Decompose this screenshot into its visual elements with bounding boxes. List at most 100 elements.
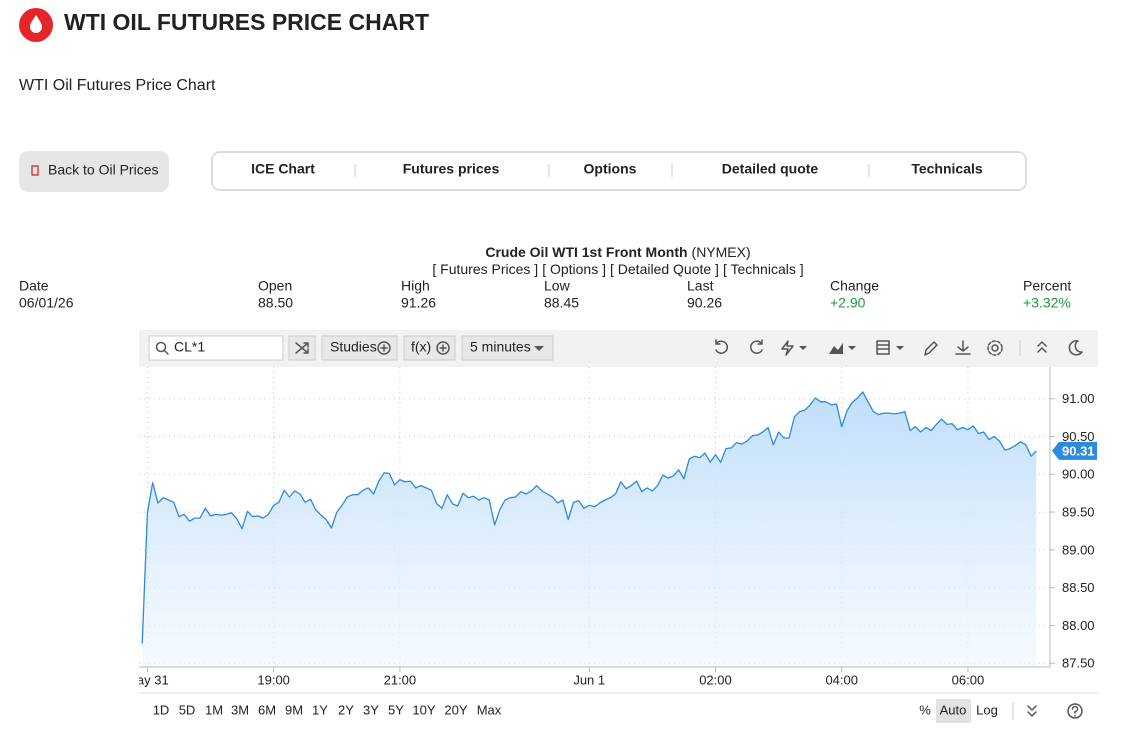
field-label: High — [401, 278, 430, 294]
range-button[interactable]: 1D — [153, 702, 170, 717]
range-button[interactable]: 3Y — [363, 702, 379, 717]
range-buttons: 1D 5D 1M 3M 6M 9M 1Y 2Y 3Y 5Y 10Y 20Y Max — [153, 702, 502, 717]
range-button[interactable]: Max — [477, 702, 502, 717]
add-icon — [380, 344, 388, 352]
field-value: +2.90 — [830, 295, 866, 311]
area-fill — [142, 391, 1037, 667]
caret-icon — [799, 346, 807, 350]
undo-icon[interactable] — [715, 339, 729, 354]
add-icon — [436, 341, 450, 355]
tab[interactable]: Options — [584, 161, 637, 177]
field-label: Last — [687, 278, 714, 294]
range-button[interactable]: 9M — [285, 702, 303, 717]
layout-icon — [876, 344, 890, 350]
help-icon[interactable] — [1067, 703, 1083, 719]
quote-link[interactable]: [ Detailed Quote ] — [610, 261, 719, 277]
axes: 87.50 88.00 88.50 89.00 89.50 90.00 90.50 91.00… — [146, 391, 1097, 672]
draw-icon[interactable] — [924, 341, 938, 356]
symbol-search[interactable] — [148, 335, 284, 361]
page-subtitle: WTI Oil Futures Price Chart — [19, 77, 216, 94]
symbol-text[interactable]: CL*1 — [174, 339, 205, 355]
y-tick-label: 87.50 — [1062, 656, 1095, 671]
exchange: (NYMEX) — [692, 244, 751, 260]
tab-separators — [354, 164, 870, 177]
add-icon — [377, 341, 391, 355]
drop-icon — [30, 15, 42, 33]
x-tick-label: Jun 1 — [573, 672, 605, 687]
expand-icon[interactable] — [1027, 705, 1037, 717]
toolbar-icons[interactable] — [715, 339, 1083, 356]
range-button[interactable]: 5Y — [388, 702, 404, 717]
y-tick-label: 90.00 — [1062, 467, 1095, 482]
quote-link[interactable]: [ Technicals ] — [723, 261, 804, 277]
scale-option-active[interactable]: Auto — [940, 702, 967, 717]
interval-label[interactable]: 5 minutes — [470, 339, 531, 355]
search-icon — [163, 349, 169, 355]
scale-option[interactable]: Log — [976, 702, 998, 717]
range-button[interactable]: 2Y — [338, 702, 354, 717]
tab[interactable]: ICE Chart — [251, 161, 315, 177]
caret-icon — [534, 346, 544, 351]
studies-label[interactable]: Studies — [330, 339, 377, 355]
collapse-icon[interactable] — [1037, 341, 1047, 353]
range-button[interactable]: 20Y — [444, 702, 467, 717]
help-icon — [1071, 705, 1079, 717]
field-label: Open — [258, 278, 292, 294]
instrument-name: Crude Oil WTI 1st Front Month — [485, 244, 687, 260]
x-tick-label: 02:00 — [699, 672, 732, 687]
layout-icon[interactable] — [876, 340, 890, 355]
settings-icon — [987, 340, 1003, 356]
redo-icon[interactable] — [749, 339, 763, 354]
tab[interactable]: Technicals — [911, 161, 983, 177]
range-button[interactable]: 3M — [231, 702, 249, 717]
range-button[interactable]: 6M — [258, 702, 276, 717]
y-tick-label: 89.50 — [1062, 505, 1095, 520]
chart-type-icon[interactable] — [829, 343, 843, 354]
back-button[interactable]: Back to Oil Prices — [19, 151, 169, 192]
scale-options: % Auto Log — [919, 702, 998, 717]
caret-icon — [896, 346, 904, 350]
y-tick-label: 91.00 — [1062, 391, 1095, 406]
theme-icon[interactable] — [1068, 340, 1083, 356]
field-value: 06/01/26 — [19, 295, 74, 311]
y-tick-label: 89.00 — [1062, 542, 1095, 557]
settings-icon[interactable] — [991, 344, 999, 352]
back-button-label[interactable]: Back to Oil Prices — [48, 162, 158, 178]
tab[interactable]: Detailed quote — [722, 161, 819, 177]
range-button[interactable]: 1Y — [312, 702, 328, 717]
caret-icon — [848, 346, 856, 350]
quote-link[interactable]: [ Options ] — [542, 261, 606, 277]
x-tick-label: 21:00 — [384, 672, 417, 687]
x-tick-label: 19:00 — [257, 672, 290, 687]
tab[interactable]: Futures prices — [403, 161, 500, 177]
tab-bar — [211, 151, 1027, 191]
events-icon[interactable] — [781, 340, 794, 356]
price-line — [141, 391, 1037, 644]
quote-links: [ Futures Prices ][ Options ][ Detailed … — [432, 261, 803, 277]
scale-option[interactable]: % — [919, 702, 931, 717]
x-tick-label: 06:00 — [952, 672, 985, 687]
fx-label[interactable]: f(x) — [411, 339, 431, 355]
x-labels: May 31 19:00 21:00 Jun 1 02:00 04:00 06:00 — [126, 672, 985, 687]
field-value: +3.32% — [1023, 295, 1071, 311]
instrument-line: Crude Oil WTI 1st Front Month (NYMEX) — [485, 244, 750, 260]
field-value: 91.26 — [401, 295, 436, 311]
x-tick-label: 04:00 — [825, 672, 858, 687]
field-label: Change — [830, 278, 879, 294]
download-icon[interactable] — [955, 340, 971, 355]
y-tick-label: 88.00 — [1062, 618, 1095, 633]
field-value: 90.26 — [687, 295, 722, 311]
quote-link[interactable]: [ Futures Prices ] — [432, 261, 538, 277]
add-icon — [439, 344, 447, 352]
field-label: Date — [19, 278, 49, 294]
range-button[interactable]: 1M — [205, 702, 223, 717]
x-tick-label: May 31 — [126, 672, 169, 687]
back-button-bg[interactable] — [19, 151, 169, 192]
last-price-tag — [1052, 441, 1097, 460]
range-button[interactable]: 5D — [179, 702, 196, 717]
field-value: 88.45 — [544, 295, 579, 311]
field-label: Percent — [1023, 278, 1071, 294]
range-button[interactable]: 10Y — [412, 702, 435, 717]
